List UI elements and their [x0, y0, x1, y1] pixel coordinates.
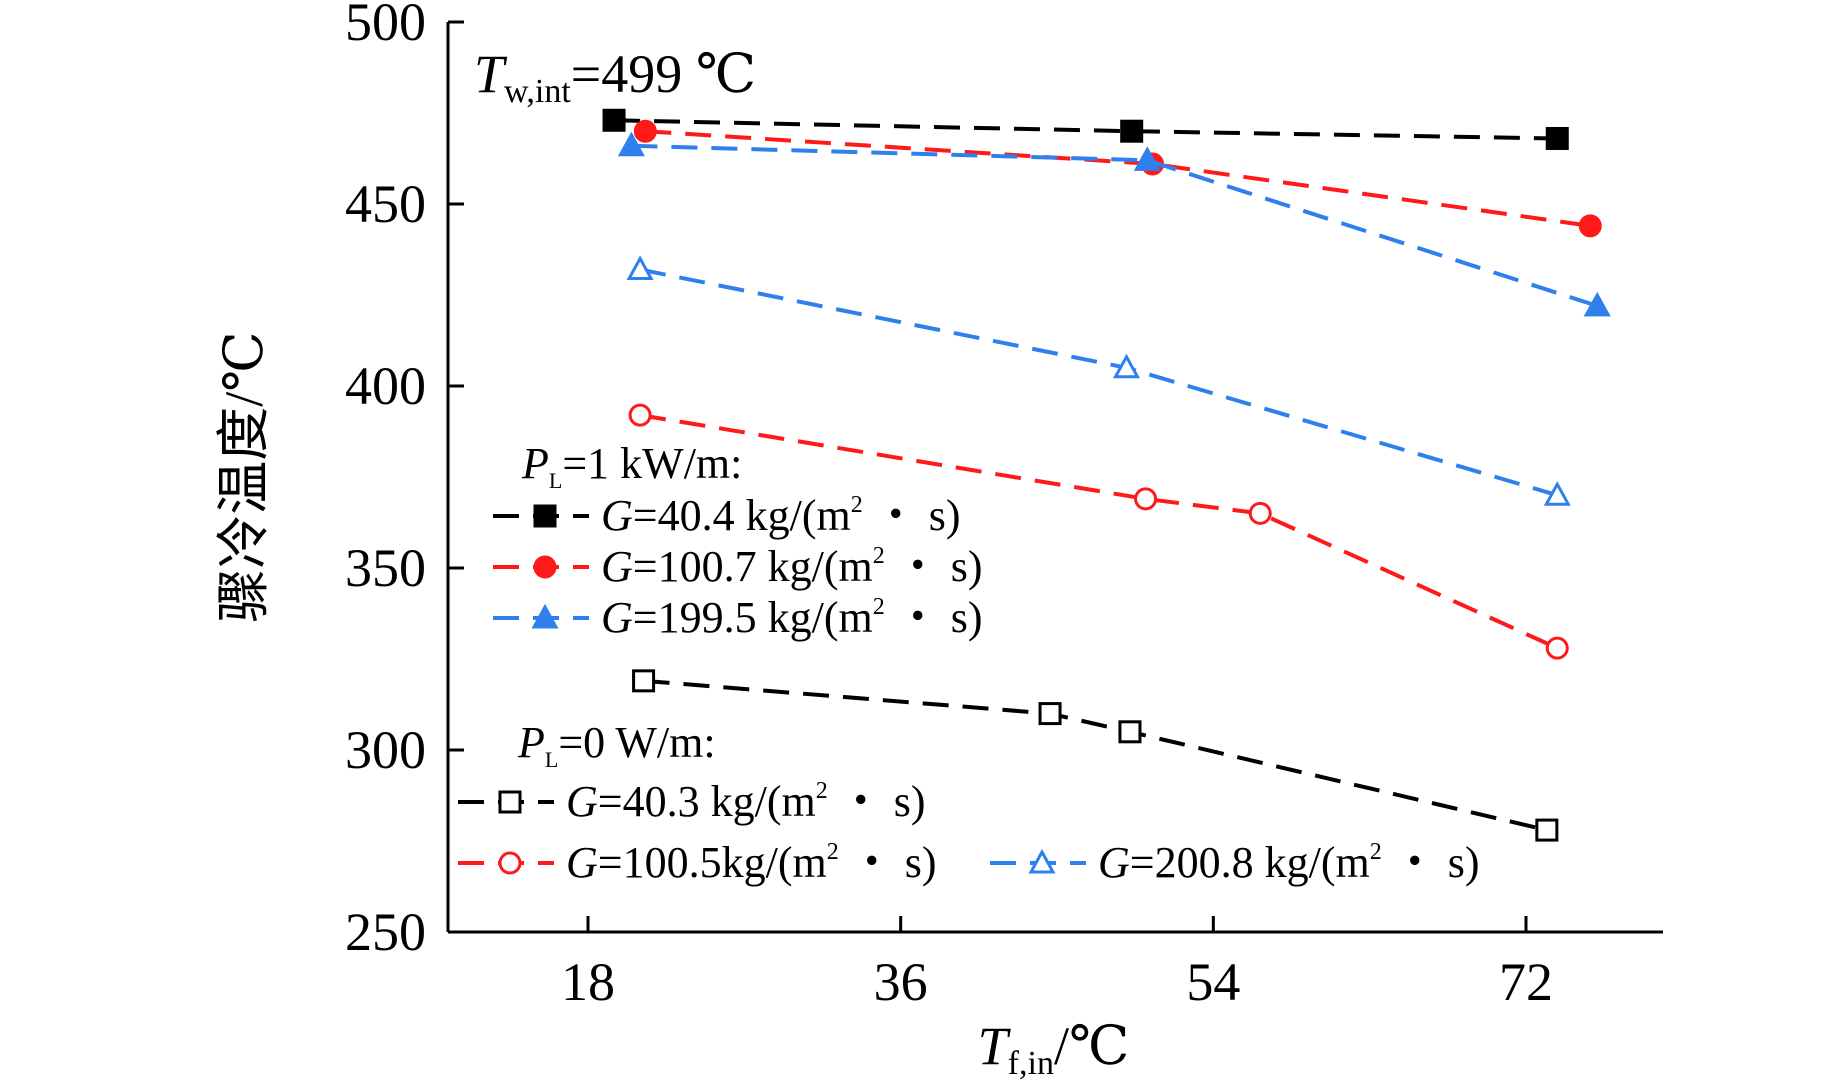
- data-point: [1578, 214, 1602, 238]
- series-line: [614, 118, 1558, 141]
- data-point: [617, 131, 645, 157]
- series-line: [645, 129, 1591, 228]
- data-point: [628, 403, 652, 427]
- series-4: [632, 669, 1559, 842]
- data-point: [1133, 146, 1161, 171]
- data-point: [1038, 702, 1062, 726]
- legend-entry-4-swatch-marker: [498, 790, 522, 814]
- legend-entry-6-label: G=200.8 kg/(m2 ・ s): [1098, 838, 1479, 887]
- legend-entry-2-label: G=100.7 kg/(m2 ・ s): [601, 542, 982, 591]
- legend-entry-5-swatch-marker: [498, 851, 522, 875]
- y-axis-title: 骤冷温度/℃: [214, 331, 274, 622]
- legend-group-heating-on: PL=1 kW/m:: [521, 439, 742, 493]
- data-point: [1118, 720, 1142, 744]
- legend-entry-1-label: G=40.4 kg/(m2 ・ s): [601, 491, 960, 540]
- series-line: [631, 143, 1598, 308]
- data-point: [602, 108, 626, 132]
- legend-entry-4-label: G=40.3 kg/(m2 ・ s): [566, 777, 925, 826]
- series-line: [639, 267, 1558, 498]
- data-point: [1120, 119, 1144, 143]
- data-point: [1543, 481, 1571, 506]
- data-point: [1248, 501, 1272, 525]
- data-point: [632, 669, 656, 693]
- x-tick-label: 72: [1499, 952, 1553, 1012]
- legend: PL=1 kW/m:G=40.4 kg/(m2 ・ s)G=100.7 kg/(…: [458, 439, 1479, 887]
- y-tick-label: 500: [345, 0, 426, 52]
- series-line: [643, 678, 1548, 833]
- y-tick-label: 400: [345, 356, 426, 416]
- series-layer: [602, 108, 1611, 842]
- legend-entry-2-swatch-marker: [533, 555, 557, 579]
- y-tick-label: 350: [345, 538, 426, 598]
- data-point: [1545, 636, 1569, 660]
- legend-entry-6-swatch-marker: [1028, 848, 1056, 874]
- series-3: [617, 131, 1611, 317]
- labels-layer: 250 300 350 400 450 500 18 36 54 72 骤冷温度/℃ Tf,in/℃ T…: [214, 0, 1553, 1082]
- data-point: [1535, 818, 1559, 842]
- y-tick-label: 250: [345, 902, 426, 962]
- legend-entry-3-label: G=199.5 kg/(m2 ・ s): [601, 593, 982, 642]
- legend-group-heating-off: PL=0 W/m:: [517, 718, 716, 772]
- legend-entry-1-swatch-marker: [533, 504, 557, 528]
- y-tick-label: 450: [345, 174, 426, 234]
- series-line: [639, 413, 1559, 650]
- data-point: [1112, 353, 1141, 379]
- series-6: [626, 255, 1571, 506]
- series-1: [602, 108, 1569, 150]
- annotation-wall-temp: Tw,int=499 ℃: [474, 44, 756, 110]
- legend-entry-3-swatch-marker: [531, 603, 559, 629]
- y-tick-label: 300: [345, 720, 426, 780]
- x-tick-label: 18: [561, 952, 615, 1012]
- data-point: [626, 255, 654, 281]
- series-5: [628, 403, 1569, 660]
- x-tick-label: 36: [874, 952, 928, 1012]
- plot-area: [446, 20, 1663, 934]
- x-axis-title: Tf,in/℃: [978, 1016, 1130, 1082]
- x-tick-label: 54: [1186, 952, 1240, 1012]
- data-point: [1134, 487, 1158, 511]
- data-point: [633, 119, 657, 143]
- data-point: [1545, 126, 1569, 150]
- data-point: [1583, 291, 1611, 317]
- legend-entry-5-label: G=100.5kg/(m2 ・ s): [566, 838, 936, 887]
